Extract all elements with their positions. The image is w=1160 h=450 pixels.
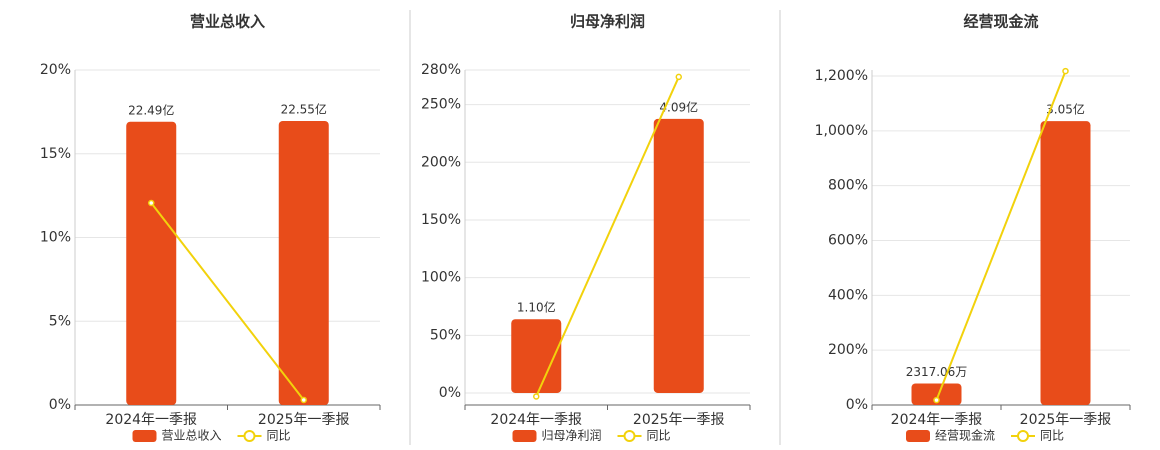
y-tick-label: 600%: [828, 233, 868, 249]
legend-swatch: [243, 430, 256, 442]
legend-swatch: [512, 430, 537, 442]
chart-title: 经营现金流: [963, 13, 1038, 31]
y-tick-label: 800%: [828, 178, 868, 194]
y-tick-label: 10%: [40, 230, 71, 246]
bar: [1040, 121, 1091, 406]
value-label: 22.49亿: [128, 102, 174, 117]
legend-label: 营业总收入: [162, 429, 222, 443]
bar: [653, 118, 704, 393]
y-tick-label: 400%: [828, 287, 868, 303]
yoy-point: [675, 73, 682, 81]
yoy-point: [1062, 67, 1069, 75]
value-label: 3.05亿: [1046, 102, 1085, 117]
y-tick-label: 1,200%: [815, 68, 868, 84]
y-tick-label: 0%: [49, 397, 71, 413]
legend-swatch: [1017, 430, 1029, 442]
yoy-point: [533, 393, 540, 400]
yoy-point: [300, 396, 307, 404]
y-tick-label: 5%: [49, 313, 71, 329]
x-tick-label: 2024年一季报: [490, 412, 582, 428]
yoy-line: [535, 76, 680, 397]
legend-label: 同比: [647, 429, 671, 443]
value-label: 22.55亿: [281, 102, 327, 117]
yoy-line: [935, 70, 1067, 401]
bar: [278, 121, 329, 405]
chart-title: 营业总收入: [190, 13, 265, 31]
y-tick-label: 20%: [40, 62, 71, 78]
x-tick-label: 2024年一季报: [891, 412, 983, 428]
y-tick-label: 0%: [439, 385, 461, 401]
y-tick-label: 100%: [421, 270, 461, 286]
yoy-point: [148, 199, 155, 207]
value-label: 1.10亿: [517, 300, 556, 315]
legend-swatch: [906, 430, 930, 442]
bar: [911, 383, 962, 405]
x-tick-label: 2025年一季报: [633, 412, 725, 428]
y-tick-label: 200%: [421, 154, 461, 170]
chart-title: 归母净利润: [570, 13, 645, 31]
value-label: 2317.06万: [906, 365, 968, 379]
y-tick-label: 150%: [421, 212, 461, 228]
x-tick-label: 2025年一季报: [258, 412, 350, 428]
legend-label: 经营现金流: [935, 428, 995, 443]
y-tick-label: 200%: [828, 342, 868, 358]
bar: [126, 121, 177, 405]
y-tick-label: 15%: [40, 146, 71, 162]
y-tick-label: 50%: [430, 327, 461, 343]
value-label: 4.09亿: [659, 99, 698, 114]
legend-label: 归母净利润: [542, 429, 602, 443]
legend-swatch: [623, 430, 636, 442]
x-tick-label: 2024年一季报: [105, 412, 197, 428]
yoy-line: [150, 202, 305, 401]
legend-label: 同比: [267, 429, 291, 443]
y-tick-label: 1,000%: [815, 123, 868, 139]
legend-swatch: [132, 430, 157, 442]
y-tick-label: 250%: [421, 97, 461, 113]
x-tick-label: 2025年一季报: [1020, 412, 1112, 428]
bar: [511, 319, 562, 393]
y-tick-label: 0%: [846, 397, 868, 413]
yoy-point: [933, 396, 940, 404]
y-tick-label: 280%: [421, 62, 461, 78]
legend-label: 同比: [1040, 429, 1064, 443]
